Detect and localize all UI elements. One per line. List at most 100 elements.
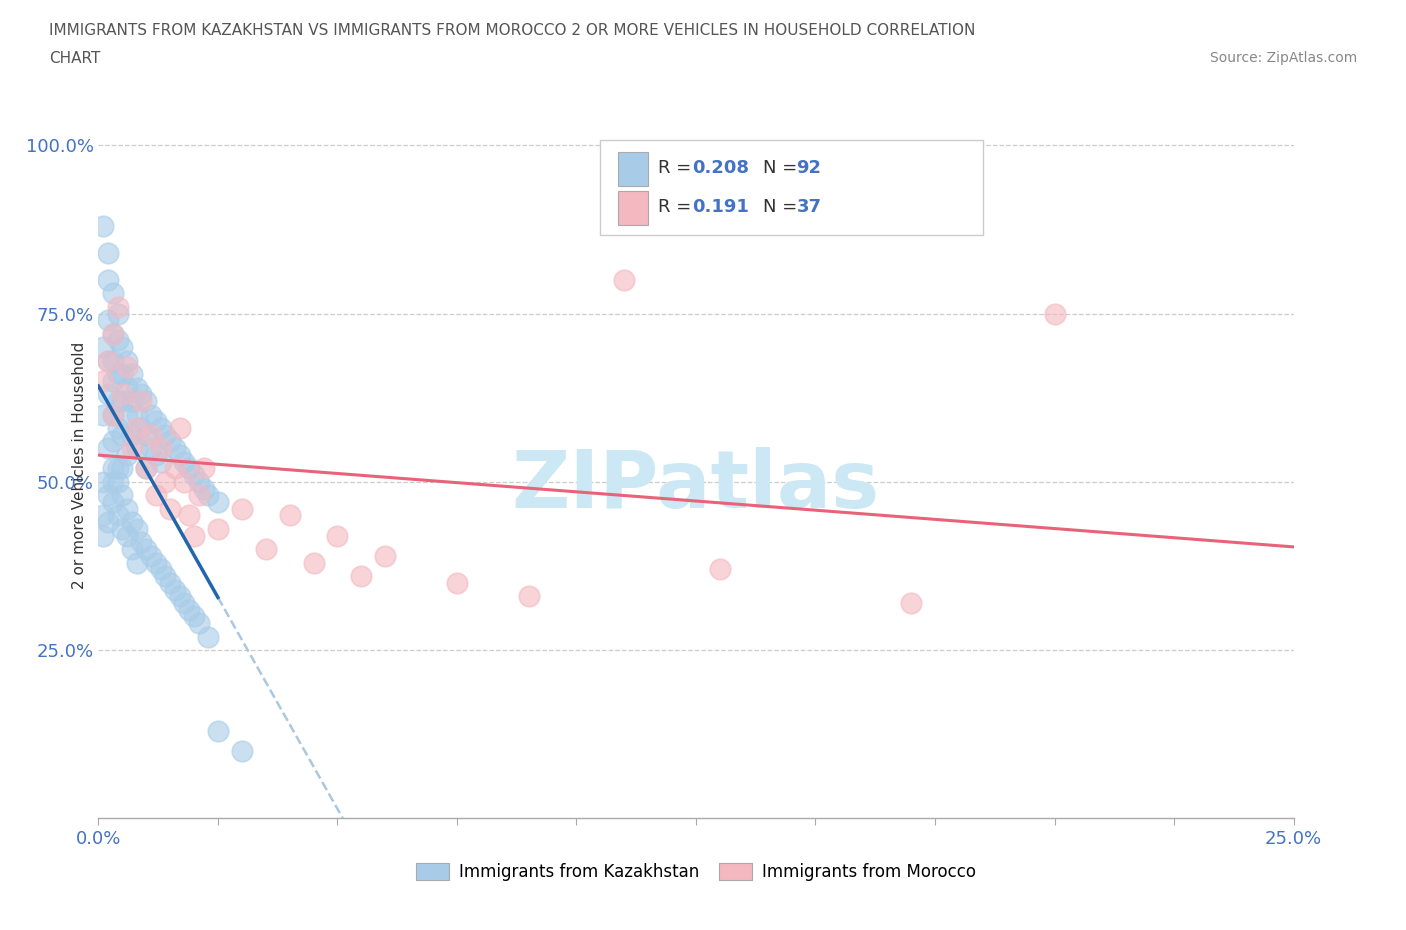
Point bbox=[107, 333, 129, 348]
Point bbox=[254, 541, 277, 556]
Point bbox=[179, 603, 201, 618]
Point bbox=[101, 407, 124, 422]
Point bbox=[149, 420, 172, 435]
Point bbox=[131, 535, 153, 550]
Bar bbox=[619, 191, 648, 225]
Point bbox=[101, 353, 124, 368]
Point bbox=[163, 582, 186, 597]
Point bbox=[187, 488, 209, 503]
Point bbox=[97, 488, 120, 503]
Point bbox=[139, 441, 162, 456]
Point bbox=[446, 576, 468, 591]
Point bbox=[107, 299, 129, 314]
Point bbox=[107, 474, 129, 489]
Point bbox=[179, 461, 201, 476]
Point bbox=[111, 393, 134, 408]
Text: N =: N = bbox=[763, 198, 803, 216]
Point bbox=[107, 393, 129, 408]
Point bbox=[101, 326, 124, 341]
Point bbox=[155, 568, 177, 583]
Point bbox=[115, 447, 138, 462]
Point bbox=[91, 407, 114, 422]
Point bbox=[91, 508, 114, 523]
Text: IMMIGRANTS FROM KAZAKHSTAN VS IMMIGRANTS FROM MOROCCO 2 OR MORE VEHICLES IN HOUS: IMMIGRANTS FROM KAZAKHSTAN VS IMMIGRANTS… bbox=[49, 23, 976, 38]
Point bbox=[135, 541, 157, 556]
Point bbox=[207, 522, 229, 537]
Point bbox=[121, 427, 143, 442]
Point bbox=[101, 407, 124, 422]
Point bbox=[517, 589, 540, 604]
Text: R =: R = bbox=[658, 198, 697, 216]
Point bbox=[107, 366, 129, 381]
Point bbox=[159, 501, 181, 516]
Point bbox=[278, 508, 301, 523]
Point bbox=[169, 420, 191, 435]
Text: 37: 37 bbox=[796, 198, 821, 216]
Point bbox=[193, 461, 215, 476]
Point bbox=[183, 609, 205, 624]
Point bbox=[125, 420, 148, 435]
Point bbox=[111, 387, 134, 402]
Point bbox=[97, 246, 120, 260]
Point bbox=[145, 488, 167, 503]
Point bbox=[101, 374, 124, 389]
Point bbox=[101, 495, 124, 510]
Text: R =: R = bbox=[658, 159, 697, 177]
Point bbox=[350, 568, 373, 583]
Point bbox=[231, 501, 253, 516]
Point bbox=[187, 616, 209, 631]
Text: 0.191: 0.191 bbox=[692, 198, 749, 216]
Point bbox=[111, 488, 134, 503]
Text: 0.208: 0.208 bbox=[692, 159, 749, 177]
Point bbox=[149, 454, 172, 469]
Point bbox=[121, 515, 143, 530]
Point bbox=[187, 474, 209, 489]
Point bbox=[169, 589, 191, 604]
Point bbox=[97, 272, 120, 287]
FancyBboxPatch shape bbox=[600, 140, 983, 235]
Point bbox=[115, 353, 138, 368]
Point bbox=[159, 576, 181, 591]
Point bbox=[183, 528, 205, 543]
Point bbox=[111, 339, 134, 354]
Point bbox=[125, 441, 148, 456]
Point bbox=[149, 562, 172, 577]
Point bbox=[115, 360, 138, 375]
Point bbox=[107, 461, 129, 476]
Point bbox=[115, 407, 138, 422]
Point bbox=[125, 555, 148, 570]
Point bbox=[145, 414, 167, 429]
Point bbox=[91, 528, 114, 543]
Point bbox=[163, 441, 186, 456]
Point bbox=[121, 441, 143, 456]
Point bbox=[207, 724, 229, 738]
Point bbox=[91, 339, 114, 354]
Point bbox=[173, 595, 195, 610]
Point bbox=[197, 630, 219, 644]
Point bbox=[97, 387, 120, 402]
Point bbox=[149, 441, 172, 456]
Point bbox=[91, 474, 114, 489]
Text: Source: ZipAtlas.com: Source: ZipAtlas.com bbox=[1209, 51, 1357, 65]
Point bbox=[183, 468, 205, 483]
Point bbox=[613, 272, 636, 287]
Point bbox=[111, 522, 134, 537]
Point bbox=[326, 528, 349, 543]
Point bbox=[111, 427, 134, 442]
Point bbox=[131, 387, 153, 402]
Point bbox=[125, 407, 148, 422]
Point bbox=[115, 380, 138, 395]
Text: 92: 92 bbox=[796, 159, 821, 177]
Point bbox=[131, 393, 153, 408]
Point bbox=[159, 434, 181, 449]
Point bbox=[121, 393, 143, 408]
Point bbox=[101, 286, 124, 300]
Text: ZIPatlas: ZIPatlas bbox=[512, 447, 880, 525]
Point bbox=[131, 420, 153, 435]
Point bbox=[121, 366, 143, 381]
Point bbox=[101, 461, 124, 476]
Point bbox=[900, 595, 922, 610]
Point bbox=[101, 474, 124, 489]
Point bbox=[97, 515, 120, 530]
Point bbox=[97, 353, 120, 368]
